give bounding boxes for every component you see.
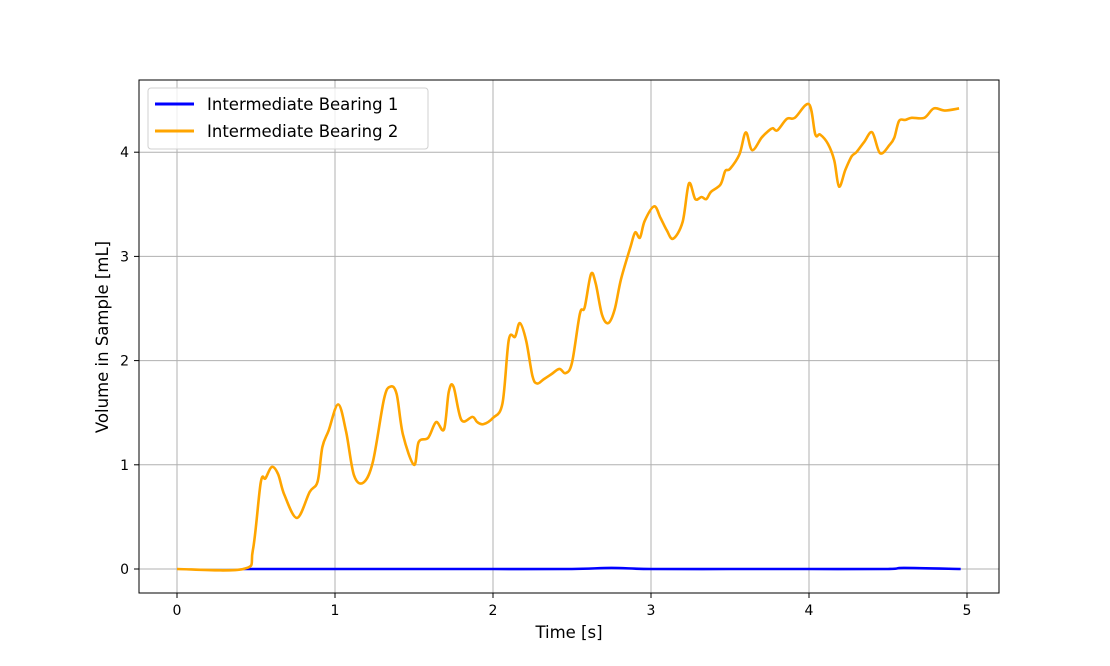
legend-label-2: Intermediate Bearing 2 <box>207 122 398 141</box>
x-tick-label: 3 <box>647 603 656 619</box>
legend-label-1: Intermediate Bearing 1 <box>207 95 398 114</box>
series-line-1 <box>243 566 961 571</box>
y-axis-label: Volume in Sample [mL] <box>93 241 112 433</box>
data-series <box>176 102 961 572</box>
y-tick-label: 3 <box>120 249 129 265</box>
x-tick-label: 4 <box>805 603 814 619</box>
legend-box <box>147 87 429 150</box>
x-tick-label: 0 <box>173 603 182 619</box>
x-tick-label: 5 <box>963 603 972 619</box>
y-tick-label: 4 <box>120 145 129 161</box>
x-axis-label: Time [s] <box>534 623 602 642</box>
grid-lines <box>139 80 999 593</box>
y-tick-label: 0 <box>120 562 129 578</box>
y-tick-label: 2 <box>120 354 129 370</box>
axis-ticks: 0 1 2 3 4 5 0 1 2 3 4 <box>120 145 971 619</box>
plot-frame <box>138 79 1000 594</box>
x-tick-label: 2 <box>489 603 498 619</box>
y-tick-label: 1 <box>120 458 129 474</box>
series-line-2 <box>176 102 960 572</box>
legend: Intermediate Bearing 1 Intermediate Bear… <box>147 87 429 150</box>
x-tick-label: 1 <box>331 603 340 619</box>
